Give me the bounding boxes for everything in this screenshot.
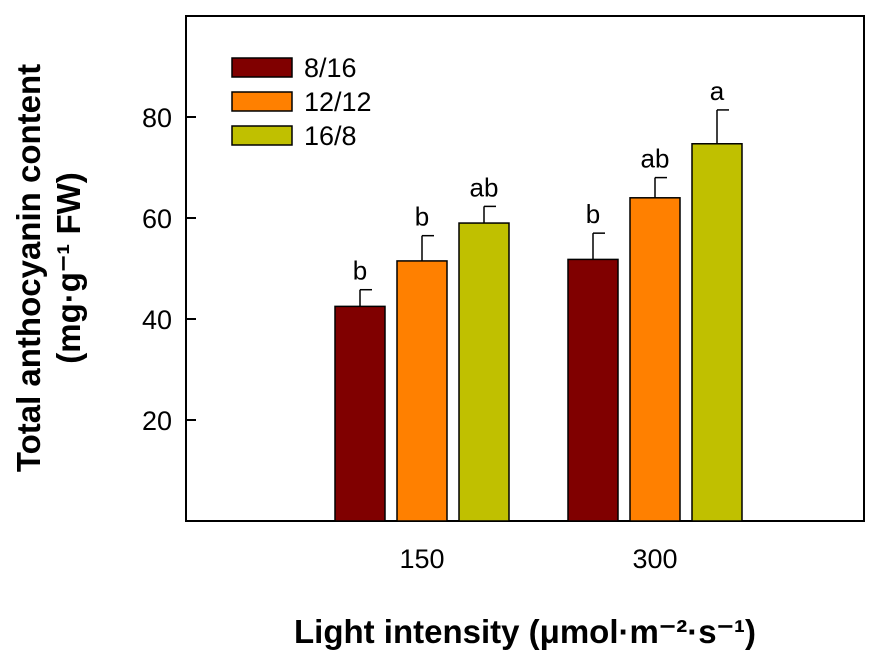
bar-8-16-300: [567, 258, 619, 522]
bar-16-8-150: [458, 222, 510, 522]
significance-label: ab: [470, 172, 499, 202]
bar-12-12-150: [396, 260, 448, 522]
legend-swatch: [231, 57, 293, 78]
plot-area: [185, 15, 865, 522]
y-tick-label: 20: [142, 406, 172, 436]
legend-label: 16/8: [304, 121, 357, 151]
ticks-layer: 20 40 60 80 150 300: [142, 103, 678, 574]
x-tick-label: 300: [632, 544, 677, 574]
y-axis-title-line1: Total anthocyanin content: [10, 64, 47, 472]
significance-label: a: [710, 76, 725, 106]
legend-label: 8/16: [304, 53, 357, 83]
bars-layer: b b ab b ab a: [334, 76, 743, 522]
bar-16-8-300: [691, 143, 743, 522]
significance-label: b: [586, 199, 600, 229]
x-axis-title: Light intensity (μmol·m⁻²·s⁻¹): [294, 613, 756, 650]
legend-label: 12/12: [304, 87, 372, 117]
y-tick-label: 60: [142, 204, 172, 234]
legend-swatch: [231, 125, 293, 146]
x-tick-label: 150: [399, 544, 444, 574]
y-axis-title: Total anthocyanin content (mg·g⁻¹ FW): [10, 64, 87, 472]
y-tick-label: 40: [142, 305, 172, 335]
bar-12-12-300: [629, 197, 681, 522]
y-tick-label: 80: [142, 103, 172, 133]
legend: 8/16 12/12 16/8: [231, 53, 372, 151]
significance-label: ab: [641, 144, 670, 174]
bar-8-16-150: [334, 305, 386, 522]
significance-label: b: [415, 202, 429, 232]
y-axis-title-line2: (mg·g⁻¹ FW): [50, 172, 87, 364]
significance-label: b: [353, 256, 367, 286]
legend-swatch: [231, 91, 293, 112]
